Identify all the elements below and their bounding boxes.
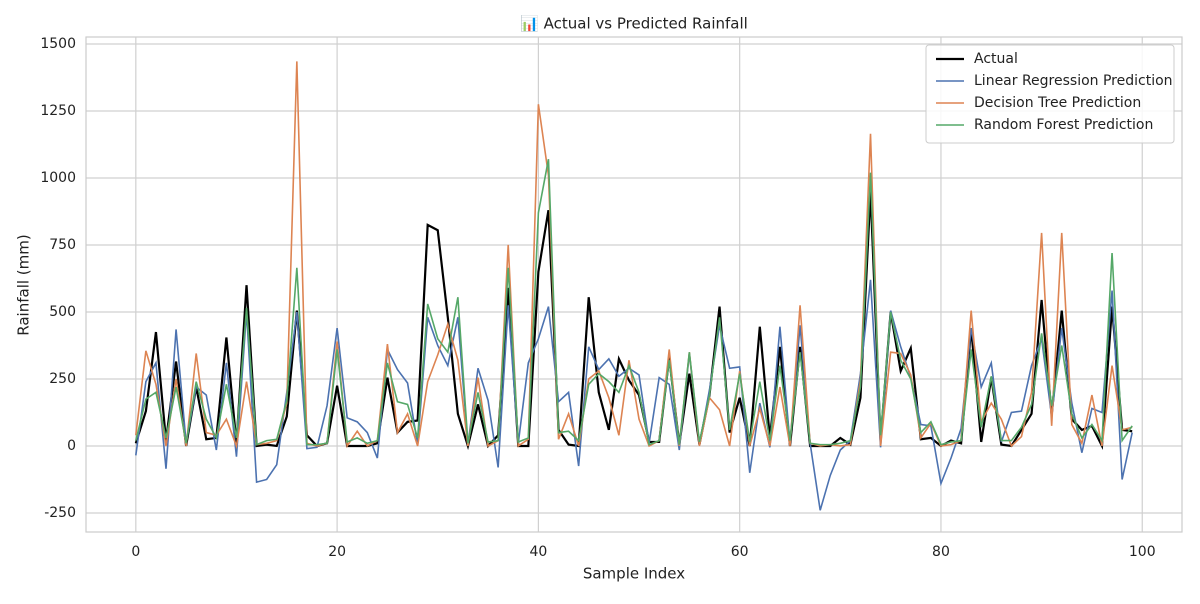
- y-axis-label: Rainfall (mm): [15, 234, 33, 335]
- x-axis-label: Sample Index: [583, 565, 685, 583]
- series-line: [135, 159, 1133, 446]
- x-tick-label: 100: [1129, 544, 1156, 560]
- x-tick-label: 60: [731, 544, 749, 560]
- y-tick-label: 250: [49, 371, 76, 387]
- legend-label: Linear Regression Prediction: [974, 73, 1173, 89]
- legend-box: [925, 44, 1175, 144]
- y-tick-label: 0: [67, 438, 76, 454]
- y-tick-label: 1250: [40, 103, 76, 119]
- x-tick-label: 40: [529, 544, 547, 560]
- y-tick-label: 750: [49, 237, 76, 253]
- y-tick-label: 1500: [40, 36, 76, 52]
- legend: Actual Linear Regression Prediction Decisi…: [925, 44, 1175, 144]
- legend-label: Decision Tree Prediction: [974, 95, 1141, 111]
- y-tick-label: 500: [49, 304, 76, 320]
- legend-label: Random Forest Prediction: [974, 117, 1153, 133]
- y-tick-label: 1000: [40, 170, 76, 186]
- series-line: [135, 279, 1133, 511]
- x-tick-label: 0: [131, 544, 140, 560]
- y-tick-label: -250: [44, 505, 76, 521]
- legend-label: Actual: [974, 51, 1018, 67]
- chart-title: 📊 Actual vs Predicted Rainfall: [520, 15, 748, 33]
- x-tick-label: 20: [328, 544, 346, 560]
- x-tick-label: 80: [932, 544, 950, 560]
- plot-frame: [85, 36, 1183, 533]
- series-line: [135, 61, 1133, 450]
